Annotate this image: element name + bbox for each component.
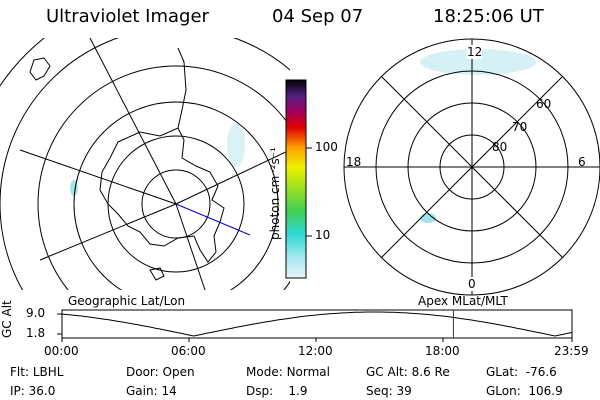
aurora-patch: [227, 123, 245, 167]
header-time: 18:25:06 UT: [433, 6, 544, 27]
right-panel-caption: Apex MLat/MLT: [418, 294, 508, 308]
status-mode: Mode: Normal: [246, 365, 330, 379]
status-glat: GLat: -76.6: [486, 365, 557, 379]
geographic-map: [0, 38, 290, 290]
status-glon: GLon: 106.9: [486, 384, 563, 398]
colorbar: [285, 79, 307, 279]
timeline-frame: [61, 309, 573, 339]
timeline-x-tick: 18:00: [425, 344, 460, 358]
colorbar-tick: 10: [315, 228, 331, 242]
status-door: Door: Open: [126, 365, 195, 379]
status-ip: IP: 36.0: [10, 384, 56, 398]
status-gc-alt: GC Alt: 8.6 Re: [366, 365, 450, 379]
timeline-y-tick: 9.0: [26, 306, 46, 320]
mlt-label-bottom: 0: [468, 277, 476, 291]
magnetic-polar-plot: [343, 38, 600, 296]
timeline-x-tick: 00:00: [44, 344, 79, 358]
timeline-x-tick: 23:59: [554, 344, 589, 358]
status-filter: Flt: LBHL: [10, 365, 64, 379]
timeline-x-tick: 06:00: [171, 344, 206, 358]
mlat-label: 80: [492, 140, 508, 154]
mlt-label-left: 18: [346, 155, 362, 169]
status-seq: Seq: 39: [366, 384, 412, 398]
colorbar-unit-label: photon cm⁻²s⁻¹: [268, 147, 282, 240]
altitude-curve: [61, 311, 573, 337]
aurora-patch: [420, 49, 536, 75]
left-panel-caption: Geographic Lat/Lon: [68, 294, 186, 308]
status-gain: Gain: 14: [126, 384, 177, 398]
instrument-title: Ultraviolet Imager: [46, 6, 209, 27]
coastline: [99, 127, 225, 263]
colorbar-tick: 100: [315, 140, 338, 154]
altitude-timeline: [57, 309, 573, 342]
mlt-label-right: 6: [578, 155, 586, 169]
timeline-x-tick: 12:00: [298, 344, 333, 358]
timeline-axis-label: GC Alt: [0, 300, 14, 338]
timeline-y-tick: 1.8: [26, 326, 46, 340]
header-date: 04 Sep 07: [272, 6, 364, 27]
mlat-label: 70: [512, 120, 528, 134]
status-dsp: Dsp: 1.9: [246, 384, 308, 398]
mlat-label: 60: [536, 97, 552, 111]
mlt-label-top: 12: [467, 45, 483, 59]
